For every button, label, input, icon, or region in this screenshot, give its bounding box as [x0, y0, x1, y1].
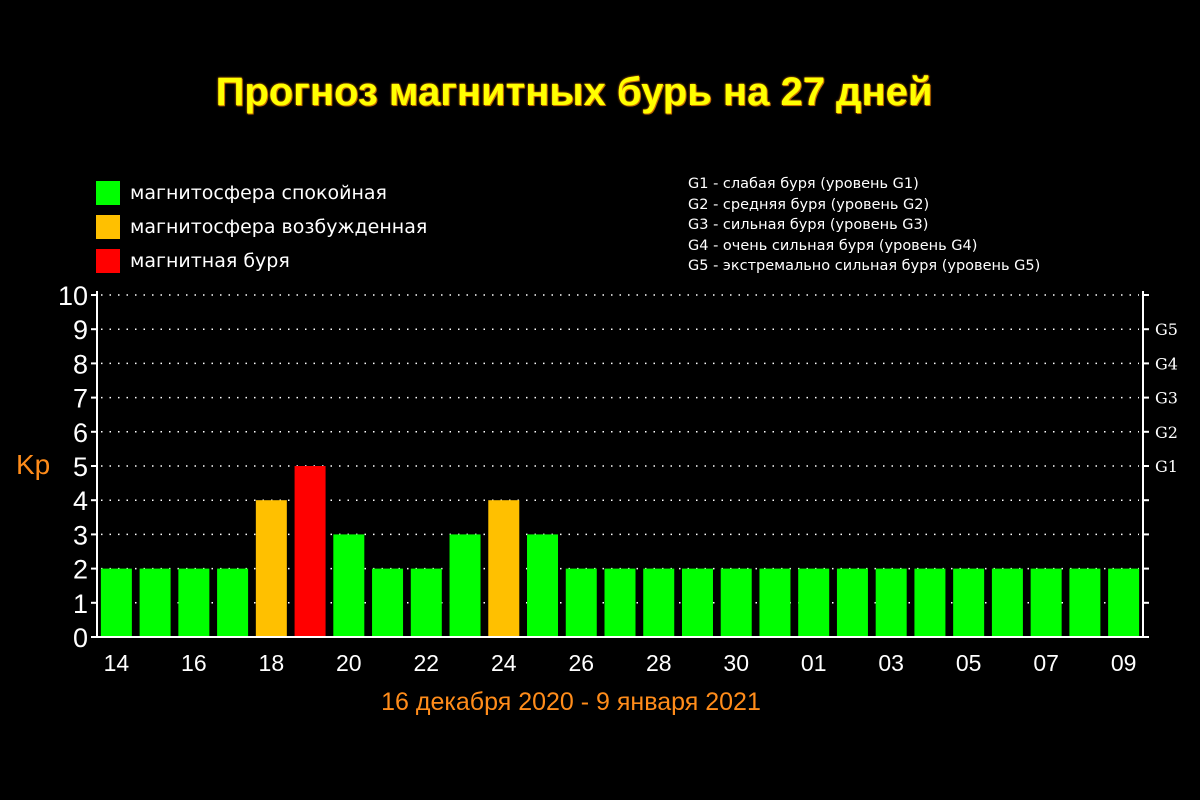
bar-17 [217, 568, 249, 637]
x-tick-label-07: 07 [1033, 650, 1059, 676]
bar-01 [798, 568, 830, 637]
bar-28 [643, 568, 675, 637]
y-axis-label: Kp [16, 449, 50, 480]
bar-21 [372, 568, 404, 637]
legend-label-calm: магнитосфера спокойная [130, 182, 387, 204]
bar-18 [255, 500, 287, 637]
bar-04 [914, 568, 946, 637]
g-level-label-G3: G3 [1155, 389, 1178, 408]
bar-29 [681, 568, 713, 637]
g-level-label-G2: G2 [1155, 423, 1178, 442]
x-tick-label-28: 28 [646, 650, 672, 676]
y-tick-label-4: 4 [73, 486, 88, 516]
bar-07 [1030, 568, 1062, 637]
bar-25 [527, 534, 559, 637]
chart-title: Прогноз магнитных бурь на 27 дней [215, 70, 933, 114]
y-tick-label-10: 10 [58, 281, 88, 311]
storm-level-g3: G3 - сильная буря (уровень G3) [688, 217, 929, 234]
x-tick-label-26: 26 [568, 650, 594, 676]
bar-24 [488, 500, 520, 637]
bar-26 [565, 568, 597, 637]
g-level-label-G5: G5 [1155, 320, 1178, 339]
legend-label-excited: магнитосфера возбужденная [130, 216, 428, 238]
y-tick-label-5: 5 [73, 452, 88, 482]
x-tick-label-03: 03 [878, 650, 904, 676]
y-tick-label-7: 7 [73, 384, 88, 414]
storm-level-g1: G1 - слабая буря (уровень G1) [688, 176, 919, 192]
storm-level-g5: G5 - экстремально сильная буря (уровень … [688, 258, 1041, 275]
x-tick-label-24: 24 [491, 650, 517, 676]
y-tick-label-2: 2 [73, 555, 88, 585]
bar-15 [139, 568, 171, 637]
bar-27 [604, 568, 636, 637]
bar-20 [333, 534, 365, 637]
bar-19 [294, 466, 326, 637]
y-tick-label-3: 3 [73, 520, 88, 550]
color-legend: магнитосфера спокойная магнитосфера возб… [96, 176, 427, 278]
x-tick-label-01: 01 [801, 650, 827, 676]
bar-30 [720, 568, 752, 637]
y-tick-label-1: 1 [73, 589, 88, 619]
x-tick-label-22: 22 [413, 650, 439, 676]
bar-06 [991, 568, 1023, 637]
legend-swatch-excited [96, 215, 120, 239]
bar-03 [875, 568, 907, 637]
legend-item-excited: магнитосфера возбужденная [96, 210, 427, 244]
legend-label-storm: магнитная буря [130, 250, 290, 272]
bar-09 [1108, 568, 1140, 637]
bar-23 [449, 534, 481, 637]
date-range-subtitle: 16 декабря 2020 - 9 января 2021 [381, 688, 761, 716]
legend-swatch-calm [96, 181, 120, 205]
storm-level-g2: G2 - средняя буря (уровень G2) [688, 196, 930, 213]
bar-02 [836, 568, 868, 637]
x-tick-label-05: 05 [956, 650, 982, 676]
bar-31 [759, 568, 791, 637]
x-tick-label-09: 09 [1111, 650, 1137, 676]
x-tick-label-14: 14 [104, 650, 130, 676]
y-tick-label-9: 9 [73, 315, 88, 345]
x-tick-label-30: 30 [723, 650, 749, 676]
storm-level-g4: G4 - очень сильная буря (уровень G4) [688, 237, 978, 254]
bar-22 [410, 568, 442, 637]
g-level-label-G1: G1 [1155, 457, 1178, 476]
bar-05 [953, 568, 985, 637]
bar-16 [178, 568, 210, 637]
storm-level-legend: G1 - слабая буря (уровень G1) G2 - средн… [688, 174, 1040, 277]
legend-item-calm: магнитосфера спокойная [96, 176, 427, 210]
y-tick-label-6: 6 [73, 418, 88, 448]
legend-swatch-storm [96, 249, 120, 273]
x-tick-label-16: 16 [181, 650, 207, 676]
g-level-label-G4: G4 [1155, 354, 1178, 373]
bar-08 [1069, 568, 1101, 637]
y-tick-label-8: 8 [73, 349, 88, 379]
x-tick-label-20: 20 [336, 650, 362, 676]
y-tick-label-0: 0 [73, 623, 88, 653]
legend-item-storm: магнитная буря [96, 244, 427, 278]
bar-14 [100, 568, 132, 637]
x-tick-label-18: 18 [259, 650, 285, 676]
